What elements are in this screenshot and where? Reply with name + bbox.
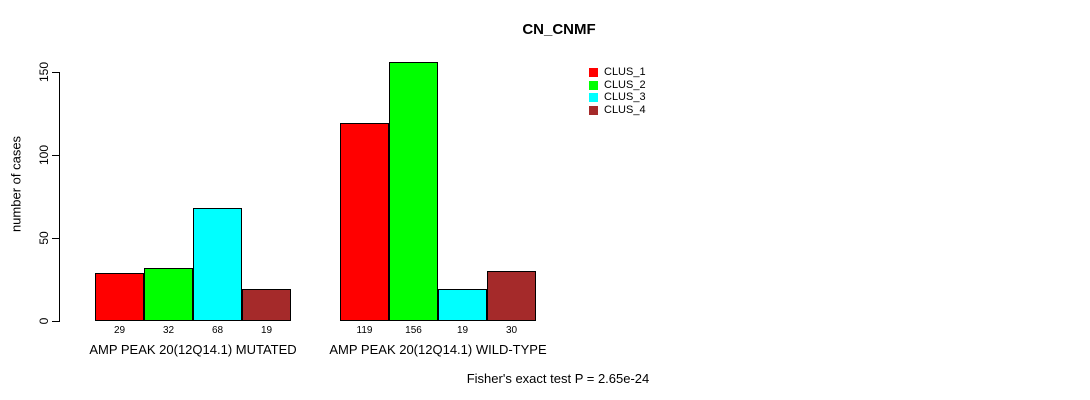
bar-clus_3 (193, 208, 242, 321)
y-tick-mark (52, 155, 59, 156)
bar-clus_2 (389, 62, 438, 321)
legend-item-clus_4: CLUS_4 (589, 104, 646, 117)
bar-clus_1 (340, 123, 389, 321)
fisher-test-annotation: Fisher's exact test P = 2.65e-24 (466, 371, 650, 386)
bar-value-label: 68 (211, 325, 224, 336)
y-axis-label: number of cases (8, 135, 24, 233)
y-tick-mark (52, 321, 59, 322)
group-label: AMP PEAK 20(12Q14.1) WILD-TYPE (329, 342, 547, 357)
bar-value-label: 156 (405, 325, 422, 336)
legend-item-label: CLUS_2 (604, 78, 646, 91)
bar-value-label: 29 (113, 325, 126, 336)
bar-clus_4 (487, 271, 536, 321)
bar-value-label: 19 (456, 325, 469, 336)
group-label: AMP PEAK 20(12Q14.1) MUTATED (89, 342, 297, 357)
y-tick-label: 100 (37, 144, 51, 166)
legend-swatch-icon (589, 67, 598, 77)
legend-item-label: CLUS_1 (604, 65, 646, 78)
y-tick-label: 50 (37, 231, 51, 245)
y-tick-mark (52, 238, 59, 239)
legend-swatch-icon (589, 93, 598, 103)
bar-value-label: 119 (356, 325, 373, 336)
legend-swatch-icon (589, 105, 598, 115)
bar-value-label: 19 (260, 325, 273, 336)
bar-value-label: 32 (162, 325, 175, 336)
y-tick-mark (52, 72, 59, 73)
legend-item-clus_1: CLUS_1 (589, 66, 646, 79)
bar-clus_1 (95, 272, 144, 321)
legend: CLUS_1 CLUS_2 CLUS_3 CLUS_4 (589, 66, 646, 117)
legend-item-clus_2: CLUS_2 (589, 79, 646, 92)
legend-item-label: CLUS_3 (604, 91, 646, 104)
bar-clus_3 (438, 289, 487, 321)
y-axis-line (59, 72, 60, 322)
bar-clus_2 (144, 267, 193, 321)
bar-clus_4 (242, 289, 291, 321)
legend-item-clus_3: CLUS_3 (589, 91, 646, 104)
chart-title: CN_CNMF (522, 21, 596, 38)
bar-value-label: 30 (505, 325, 518, 336)
y-tick-label: 150 (37, 61, 51, 83)
legend-swatch-icon (589, 80, 598, 90)
y-tick-label: 0 (37, 317, 51, 325)
legend-item-label: CLUS_4 (604, 103, 646, 116)
